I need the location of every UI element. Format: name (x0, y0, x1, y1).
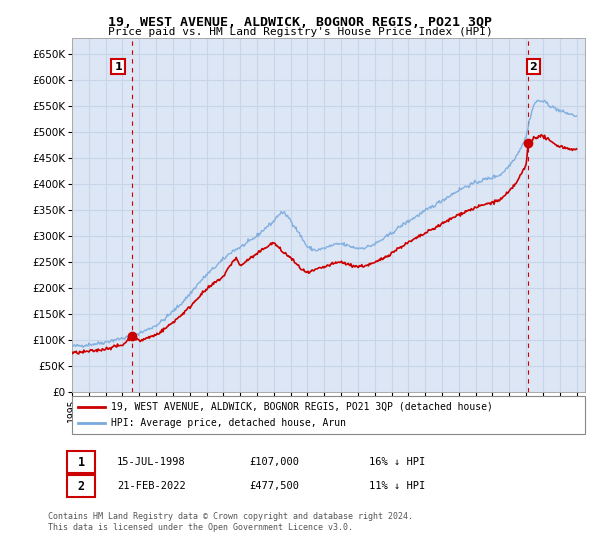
Text: Price paid vs. HM Land Registry's House Price Index (HPI): Price paid vs. HM Land Registry's House … (107, 27, 493, 37)
Text: 16% ↓ HPI: 16% ↓ HPI (369, 457, 425, 467)
Text: 1: 1 (114, 62, 122, 72)
Text: 11% ↓ HPI: 11% ↓ HPI (369, 481, 425, 491)
Text: £477,500: £477,500 (249, 481, 299, 491)
Text: 2: 2 (77, 479, 85, 493)
Text: 21-FEB-2022: 21-FEB-2022 (117, 481, 186, 491)
Text: 2: 2 (529, 62, 537, 72)
Text: £107,000: £107,000 (249, 457, 299, 467)
Text: 19, WEST AVENUE, ALDWICK, BOGNOR REGIS, PO21 3QP: 19, WEST AVENUE, ALDWICK, BOGNOR REGIS, … (108, 16, 492, 29)
Text: 1: 1 (77, 455, 85, 469)
Text: HPI: Average price, detached house, Arun: HPI: Average price, detached house, Arun (111, 418, 346, 428)
Text: 15-JUL-1998: 15-JUL-1998 (117, 457, 186, 467)
Text: Contains HM Land Registry data © Crown copyright and database right 2024.
This d: Contains HM Land Registry data © Crown c… (48, 512, 413, 532)
Text: 19, WEST AVENUE, ALDWICK, BOGNOR REGIS, PO21 3QP (detached house): 19, WEST AVENUE, ALDWICK, BOGNOR REGIS, … (111, 402, 493, 412)
